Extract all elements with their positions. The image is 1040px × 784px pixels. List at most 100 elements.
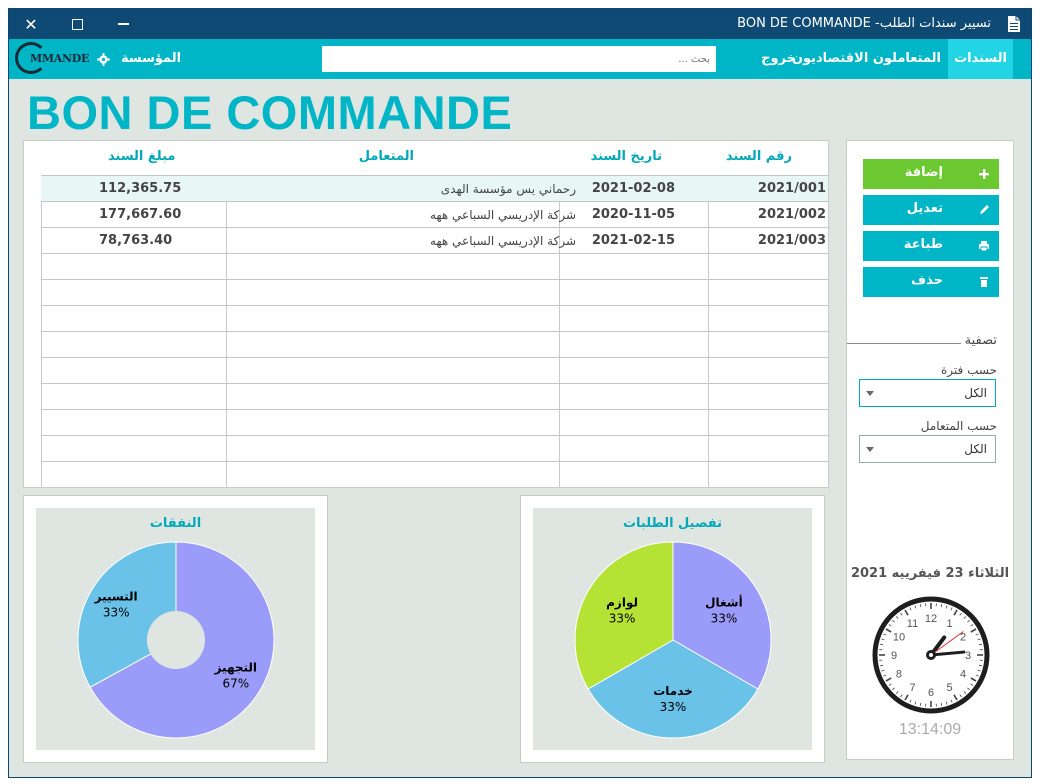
trash-icon: [980, 277, 988, 287]
cell-amount: 112,365.75: [99, 181, 182, 196]
clock-tick: [975, 674, 979, 677]
clock-tick: [914, 701, 917, 705]
clock-second-hand: [930, 631, 964, 656]
orders-chart-area: تفصيل الطلبات أشغال 33% خدمات 33% لوازم 33%: [533, 508, 812, 750]
clock-tick: [959, 612, 962, 616]
minimize-button[interactable]: [101, 9, 145, 39]
pie-slice-2: [574, 541, 674, 690]
clock-tick: [963, 691, 967, 694]
table-row[interactable]: 2021/001 2021-02-08 رحماني يس مؤسسة الهد…: [41, 175, 828, 201]
app-logo: MMANDE: [15, 42, 89, 76]
filter-heading: تصفية: [964, 333, 997, 348]
maximize-button[interactable]: [55, 9, 99, 39]
cell-client: شركة الإدريسي السباعي ههه: [429, 234, 576, 248]
add-button[interactable]: إضافة: [863, 159, 999, 189]
slice-percent: 33%: [660, 700, 687, 714]
delete-button[interactable]: حذف: [863, 267, 999, 297]
document-icon: [1008, 16, 1020, 32]
cell-client: رحماني يس مؤسسة الهدى: [440, 182, 576, 196]
table-row-empty: [41, 357, 828, 383]
orders-table: رقم السند تاريخ السند المتعامل مبلغ السن…: [23, 140, 829, 488]
chevron-down-icon: [866, 391, 874, 396]
add-button-label: إضافة: [904, 165, 943, 180]
clock-tick: [885, 677, 892, 682]
cell-date: 2020-11-05: [591, 207, 675, 222]
clock-number: 1: [946, 618, 952, 630]
cell-number: 2021/003: [757, 233, 826, 248]
clock-tick: [959, 694, 962, 698]
expenses-chart-title: النفقات: [149, 516, 202, 531]
clock-tick: [900, 612, 903, 616]
nav-item-partners[interactable]: المتعاملون الاقتصاديون: [791, 51, 941, 66]
clock-tick: [914, 605, 917, 609]
gear-icon[interactable]: [97, 53, 110, 66]
period-filter-dropdown[interactable]: الكل: [859, 379, 996, 407]
expenses-chart-card: النفقات التجهيز 67% التسيير 33%: [23, 495, 328, 763]
clock-tick: [900, 694, 903, 698]
clock-tick: [883, 633, 887, 636]
close-icon: ✕: [24, 14, 38, 34]
clock-tick: [919, 604, 922, 608]
table-row-empty: [41, 305, 828, 331]
clock-tick: [950, 607, 953, 611]
nav-item-exit[interactable]: خروج: [761, 51, 796, 66]
clock-number: 7: [909, 682, 915, 694]
clock-tick: [970, 677, 977, 682]
cell-date: 2021-02-08: [591, 181, 675, 196]
orders-chart-card: تفصيل الطلبات أشغال 33% خدمات 33% لوازم 33%: [520, 495, 825, 763]
slice-percent: 67%: [222, 676, 249, 690]
slice-label: أشغال: [705, 595, 743, 610]
expenses-chart-area: النفقات التجهيز 67% التسيير 33%: [36, 508, 315, 750]
delete-button-label: حذف: [911, 273, 943, 288]
column-header-amount[interactable]: مبلغ السند: [108, 149, 176, 164]
plus-icon: [979, 169, 989, 179]
cell-amount: 78,763.40: [99, 233, 173, 248]
window-title: تسيير سندات الطلب- BON DE COMMANDE: [737, 16, 991, 31]
clock-tick: [970, 628, 977, 633]
column-header-date[interactable]: تاريخ السند: [590, 149, 662, 164]
clock-tick: [881, 638, 885, 641]
edit-button-label: تعديل: [906, 201, 943, 216]
print-button[interactable]: طباعة: [863, 231, 999, 261]
table-row[interactable]: 2021/003 2021-02-15 شركة الإدريسي السباع…: [41, 227, 828, 253]
column-header-client[interactable]: المتعامل: [358, 149, 414, 164]
slice-label: التسيير: [94, 590, 138, 604]
clock-tick: [967, 619, 970, 623]
edit-button[interactable]: تعديل: [863, 195, 999, 225]
table-row[interactable]: 2021/002 2020-11-05 شركة الإدريسي السباع…: [41, 201, 828, 227]
client-filter-dropdown[interactable]: الكل: [859, 435, 996, 463]
clock-tick: [892, 687, 895, 691]
cell-number: 2021/002: [757, 207, 826, 222]
nav-item-company[interactable]: المؤسسة: [121, 51, 182, 66]
chevron-down-icon: [866, 447, 874, 452]
table-row-empty: [41, 331, 828, 357]
clock-minute-hand: [929, 650, 966, 657]
slice-label: التجهيز: [214, 660, 257, 674]
clock-center-dot: [929, 653, 933, 657]
cell-date: 2021-02-15: [591, 233, 675, 248]
clock-tick: [978, 664, 982, 667]
clock-tick: [919, 702, 922, 706]
clock-number: 12: [925, 613, 937, 625]
close-button[interactable]: ✕: [9, 9, 53, 39]
cell-amount: 177,667.60: [99, 207, 182, 222]
clock-tick: [945, 605, 948, 609]
search-input[interactable]: [322, 46, 716, 72]
column-header-number[interactable]: رقم السند: [725, 149, 792, 164]
clock-tick: [880, 664, 884, 667]
clock-tick: [888, 624, 892, 627]
title-bar: ✕ تسيير سندات الطلب- BON DE COMMANDE: [9, 9, 1031, 39]
app-window: ✕ تسيير سندات الطلب- BON DE COMMANDE الس…: [8, 8, 1032, 778]
clock-number: 8: [896, 669, 902, 681]
clock-tick: [970, 624, 974, 627]
maximize-icon: [71, 18, 83, 30]
clock-tick: [909, 607, 912, 611]
clock-tick: [892, 619, 895, 623]
cell-number: 2021/001: [757, 181, 826, 196]
clock-number: 10: [893, 632, 905, 644]
nav-item-orders[interactable]: السندات: [948, 39, 1013, 79]
clock-tick: [940, 702, 943, 706]
clock-tick: [950, 699, 953, 703]
clock-tick: [883, 674, 887, 677]
